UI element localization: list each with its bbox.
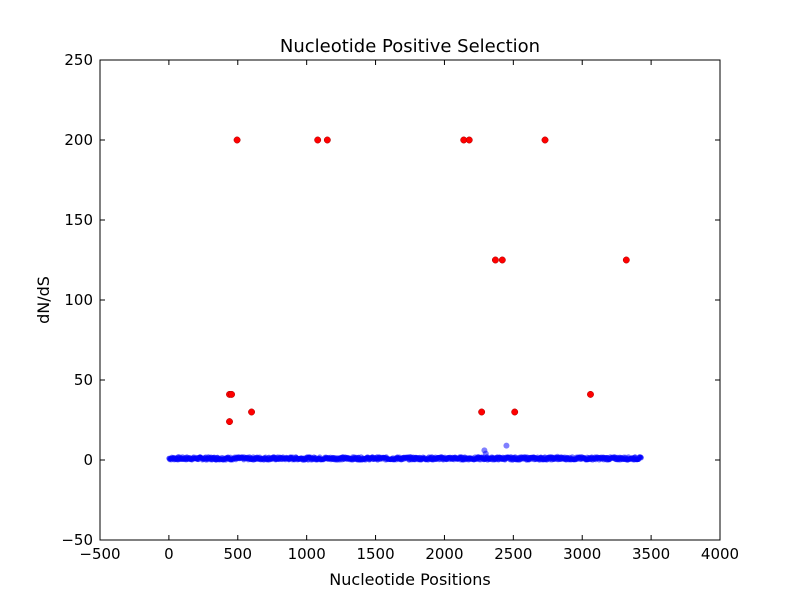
y-tick-label: 200 [64,131,93,149]
red-point [478,408,486,416]
blue-point [554,453,561,460]
red-point [233,136,241,144]
red-point [622,256,630,264]
red-point [323,136,331,144]
x-tick-label: 3500 [632,545,670,563]
x-tick-label: 500 [223,545,252,563]
x-tick-label: 4000 [701,545,739,563]
red-point [228,390,236,398]
y-tick-label: 150 [64,211,93,229]
x-axis-ticks: −500 0 500 1000 1500 2000 2500 3000 3500 4000 [79,60,739,563]
chart-title: Nucleotide Positive Selection [280,36,540,57]
y-axis-label: dN/dS [34,276,53,324]
y-axis-ticks: −50 0 50 100 150 200 250 [61,51,720,549]
red-series-layer [226,136,630,426]
red-point [248,408,256,416]
blue-point [482,450,489,457]
x-tick-label: 1500 [356,545,394,563]
plot-area [100,60,720,540]
x-tick-label: −500 [79,545,120,563]
red-point [541,136,549,144]
red-point [511,408,519,416]
blue-point [503,442,510,449]
red-point [491,256,499,264]
x-tick-label: 1000 [288,545,326,563]
x-axis-label: Nucleotide Positions [329,570,490,589]
x-tick-label: 0 [164,545,174,563]
red-point [465,136,473,144]
x-tick-label: 2000 [425,545,463,563]
red-point [314,136,322,144]
y-tick-label: 100 [64,291,93,309]
x-tick-label: 3000 [563,545,601,563]
blue-point [638,455,644,461]
red-point [498,256,506,264]
y-tick-label: −50 [61,531,93,549]
y-tick-label: 50 [74,371,93,389]
red-point [587,390,594,398]
red-point [226,418,233,426]
x-tick-label: 2500 [494,545,532,563]
blue-series-layer [166,442,644,463]
y-tick-label: 250 [64,51,93,69]
y-tick-label: 0 [83,451,93,469]
